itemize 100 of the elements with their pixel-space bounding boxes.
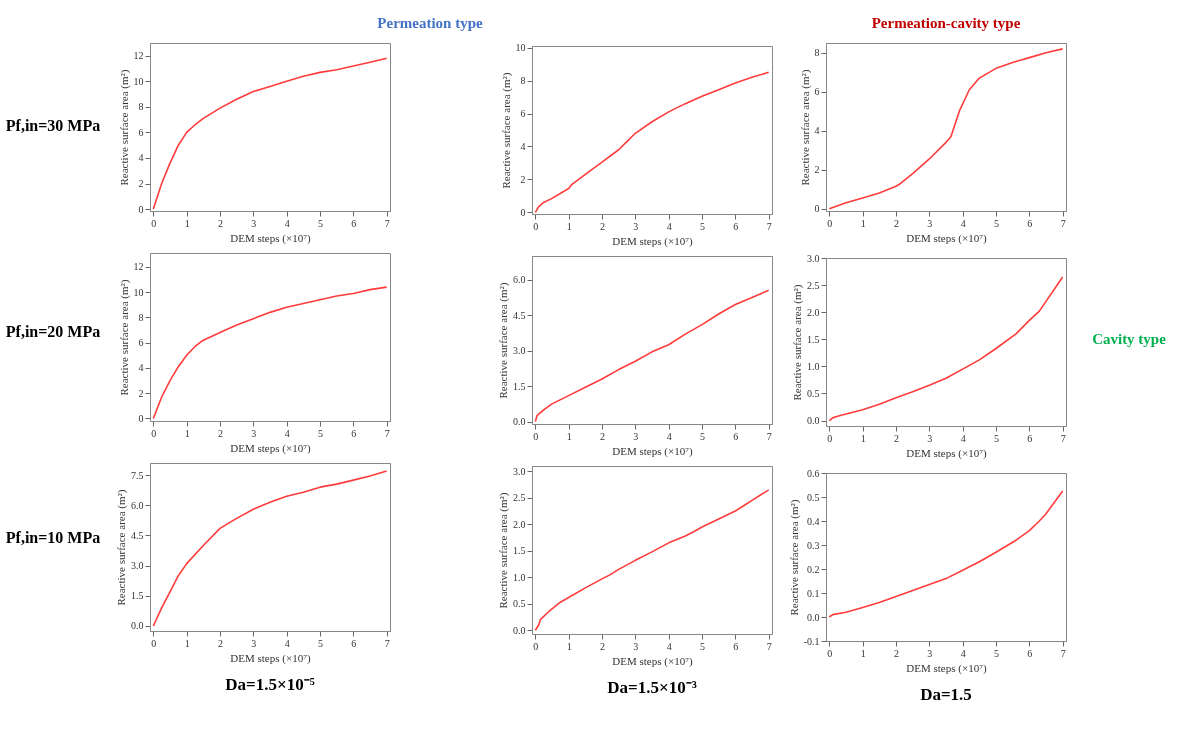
x-tick-label: 5	[318, 427, 323, 439]
x-tick-label: 0	[151, 217, 157, 229]
x-tick-label: 0	[827, 432, 833, 444]
y-tick-label: 0	[138, 203, 144, 215]
x-axis-title: DEM steps (×10⁷)	[612, 444, 693, 458]
x-tick-label: 1	[184, 637, 190, 649]
x-tick-label: 1	[184, 427, 190, 439]
y-tick-label: 1.5	[807, 333, 820, 345]
y-tick-label: 6	[814, 86, 820, 98]
y-tick-label: 0.0	[513, 624, 526, 636]
y-tick-label: 0.4	[807, 515, 820, 527]
x-tick-label: 0	[533, 430, 539, 442]
y-axis-title: Reactive surface area (m²)	[791, 284, 804, 401]
y-tick-label: 4	[814, 125, 820, 137]
x-tick-label: 4	[284, 637, 290, 649]
y-tick-label: 0.3	[807, 539, 820, 551]
x-tick-label: 6	[351, 217, 357, 229]
x-tick-label: 3	[633, 220, 639, 232]
x-tick-label: 7	[766, 220, 772, 232]
y-tick-label: 0.2	[807, 563, 820, 575]
y-axis-title: Reactive surface area (m²)	[117, 279, 131, 396]
text: Pf,in=20 MPa	[5, 323, 101, 340]
x-tick-label: 7	[1060, 217, 1066, 229]
line-series	[152, 470, 388, 627]
y-tick-label: 4.5	[513, 309, 526, 321]
y-tick-label: 1.0	[513, 571, 526, 583]
x-tick-label: 2	[600, 430, 605, 442]
y-tick-label: 0	[138, 412, 144, 424]
y-tick-label: 10	[133, 286, 144, 298]
x-tick-label: 4	[284, 217, 290, 229]
text: Permeation type	[377, 15, 484, 31]
y-tick-label: 0.0	[807, 611, 820, 623]
x-tick-label: 4	[284, 427, 290, 439]
x-tick-label: 5	[318, 637, 323, 649]
x-axis-title: DEM steps (×10⁷)	[230, 231, 311, 245]
x-tick-label: 3	[927, 647, 933, 659]
y-tick-label: 8	[520, 75, 526, 87]
y-tick-label: 4	[138, 362, 144, 374]
y-tick-label: 12	[133, 261, 144, 273]
x-tick-label: 2	[894, 217, 899, 229]
x-tick-label: 2	[218, 637, 223, 649]
y-tick-label: 6.0	[513, 274, 526, 286]
x-axis-title: DEM steps (×10⁷)	[612, 654, 693, 668]
x-tick-label: 6	[1027, 217, 1033, 229]
y-tick-label: 3.0	[513, 465, 526, 477]
y-tick-label: -0.1	[803, 635, 820, 647]
x-tick-label: 1	[566, 220, 572, 232]
y-tick-label: 8	[814, 47, 820, 59]
y-tick-label: 0	[814, 203, 820, 215]
x-tick-label: 2	[894, 432, 899, 444]
x-tick-label: 6	[733, 430, 739, 442]
y-tick-label: 0.6	[807, 467, 820, 479]
text: Permeation-cavity type	[871, 15, 1021, 31]
x-tick-label: 4	[960, 432, 966, 444]
x-tick-label: 1	[860, 217, 866, 229]
y-tick-label: 1.5	[513, 380, 526, 392]
x-tick-label: 7	[1060, 647, 1066, 659]
x-tick-label: 6	[733, 640, 739, 652]
y-tick-label: 4	[520, 140, 526, 152]
line-series	[828, 490, 1064, 618]
y-tick-label: 2	[814, 164, 820, 176]
text: Da=1.5	[920, 685, 972, 704]
x-tick-label: 3	[633, 640, 639, 652]
x-tick-label: 0	[533, 220, 539, 232]
y-tick-label: 1.5	[131, 590, 144, 602]
x-tick-label: 4	[666, 430, 672, 442]
x-tick-label: 6	[1027, 432, 1033, 444]
y-tick-label: 2	[138, 387, 144, 399]
x-tick-label: 4	[960, 217, 966, 229]
x-tick-label: 0	[827, 647, 833, 659]
y-tick-label: 2	[138, 178, 144, 190]
y-tick-label: 3.0	[807, 252, 820, 264]
x-tick-label: 4	[960, 647, 966, 659]
x-tick-label: 0	[533, 640, 539, 652]
y-axis-title: Reactive surface area (m²)	[499, 72, 513, 189]
x-tick-label: 5	[318, 217, 323, 229]
x-tick-label: 4	[666, 220, 672, 232]
text: Da=1.5×10⁻³	[607, 678, 697, 697]
y-tick-label: 6.0	[131, 499, 144, 511]
y-tick-label: 0.0	[131, 620, 144, 632]
x-tick-label: 7	[766, 640, 772, 652]
y-axis-title: Reactive surface area (m²)	[115, 489, 128, 606]
y-tick-label: 0.0	[513, 416, 526, 428]
text: Da=1.5×10⁻⁵	[225, 675, 315, 694]
x-axis-title: DEM steps (×10⁷)	[230, 651, 311, 665]
x-axis-title: DEM steps (×10⁷)	[906, 231, 987, 245]
y-axis-title: Reactive surface area (m²)	[497, 282, 510, 399]
x-tick-label: 6	[1027, 647, 1033, 659]
x-tick-label: 2	[894, 647, 899, 659]
x-tick-label: 5	[994, 217, 999, 229]
x-tick-label: 2	[218, 427, 223, 439]
x-axis-title: DEM steps (×10⁷)	[230, 441, 311, 455]
y-tick-label: 0.5	[807, 387, 820, 399]
y-tick-label: 0.0	[807, 415, 820, 427]
x-tick-label: 1	[566, 430, 572, 442]
y-axis-title: Reactive surface area (m²)	[117, 69, 131, 186]
x-tick-label: 3	[633, 430, 639, 442]
x-tick-label: 5	[994, 647, 999, 659]
y-tick-label: 0	[520, 206, 526, 218]
y-tick-label: 6	[138, 337, 144, 349]
